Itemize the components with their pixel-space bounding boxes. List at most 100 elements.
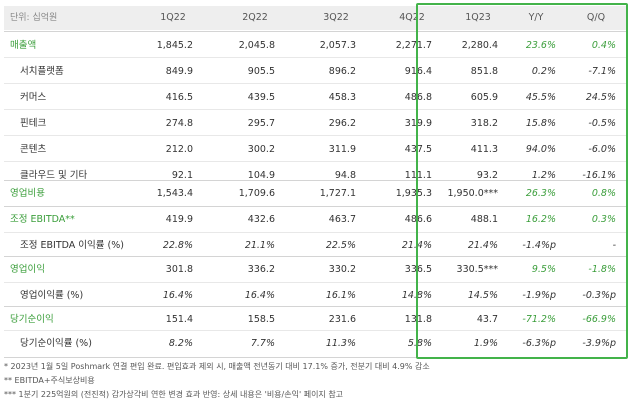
row-divider [4, 109, 626, 110]
cell-q-q: -66.9% [582, 314, 616, 325]
table-row-cloud-etc: 클라우드 및 기타 92.1 104.9 94.8 111.1 93.2 1.2% -16.1… [4, 163, 626, 189]
footnote-1: * 2023년 1월 5일 Poshmark 연결 편입 완료. 편입효과 제외… [4, 362, 430, 371]
cell-y-y: -6.3%p [522, 338, 556, 349]
cell-1q22: 16.4% [162, 290, 193, 301]
cell-1q23: 1,950.0*** [447, 188, 498, 199]
row-divider [4, 232, 626, 233]
cell-4q22: 486.8 [404, 92, 432, 103]
table-row-op-margin: 영업이익률 (%) 16.4% 16.4% 16.1% 14.8% 14.5% -1.9%p… [4, 283, 626, 309]
cell-q-q: 0.8% [591, 188, 616, 199]
row-divider [4, 256, 626, 257]
cell-3q22: 458.3 [328, 92, 356, 103]
row-divider [4, 330, 626, 331]
row-divider [4, 206, 626, 207]
cell-4q22: 437.5 [404, 144, 432, 155]
cell-q-q: -7.1% [588, 66, 616, 77]
row-label: 당기순이익 [10, 314, 54, 325]
cell-1q22: 849.9 [165, 66, 193, 77]
cell-1q23: 14.5% [467, 290, 498, 301]
cell-y-y: 16.2% [525, 214, 556, 225]
row-divider [4, 57, 626, 58]
cell-1q22: 151.4 [165, 314, 193, 325]
cell-1q22: 1,543.4 [156, 188, 193, 199]
cell-q-q: -6.0% [588, 144, 616, 155]
cell-4q22: 14.8% [401, 290, 432, 301]
cell-4q22: 319.9 [404, 118, 432, 129]
row-label: 콘텐츠 [20, 144, 47, 155]
cell-3q22: 1,727.1 [319, 188, 356, 199]
column-header: Y/Y [528, 12, 544, 23]
cell-4q22: 111.1 [404, 170, 432, 181]
cell-3q22: 296.2 [328, 118, 356, 129]
cell-1q22: 419.9 [165, 214, 193, 225]
table-row-revenue: 매출액 1,845.2 2,045.8 2,057.3 2,271.7 2,280.4 23… [4, 33, 626, 59]
row-divider [4, 306, 626, 307]
column-header: 1Q22 [160, 12, 186, 23]
cell-2q22: 295.7 [247, 118, 275, 129]
row-divider [4, 180, 626, 181]
cell-y-y: 94.0% [525, 144, 556, 155]
cell-4q22: 1,935.3 [395, 188, 432, 199]
cell-1q23: 21.4% [467, 240, 498, 251]
cell-4q22: 131.8 [404, 314, 432, 325]
cell-1q23: 411.3 [470, 144, 498, 155]
row-divider [4, 161, 626, 162]
table-row-op-income: 영업이익 301.8 336.2 330.2 336.5 330.5*** 9.5% -1.8… [4, 257, 626, 283]
cell-4q22: 916.4 [404, 66, 432, 77]
cell-2q22: 905.5 [247, 66, 275, 77]
cell-q-q: - [612, 240, 616, 251]
cell-y-y: 23.6% [525, 40, 556, 51]
row-label: 클라우드 및 기타 [20, 170, 88, 181]
cell-q-q: -1.8% [588, 264, 616, 275]
table-row-opex: 영업비용 1,543.4 1,709.6 1,727.1 1,935.3 1,950.0*… [4, 181, 626, 207]
cell-q-q: -0.3%p [582, 290, 616, 301]
cell-1q23: 488.1 [470, 214, 498, 225]
cell-3q22: 2,057.3 [319, 40, 356, 51]
cell-1q22: 1,845.2 [156, 40, 193, 51]
cell-2q22: 300.2 [247, 144, 275, 155]
cell-1q23: 605.9 [470, 92, 498, 103]
cell-3q22: 94.8 [334, 170, 356, 181]
cell-1q22: 301.8 [165, 264, 193, 275]
cell-2q22: 104.9 [247, 170, 275, 181]
cell-2q22: 158.5 [247, 314, 275, 325]
unit-label: 단위: 십억원 [10, 13, 58, 23]
cell-1q23: 318.2 [470, 118, 498, 129]
row-divider [4, 135, 626, 136]
row-divider [4, 357, 626, 358]
cell-2q22: 7.7% [250, 338, 275, 349]
table-row-commerce: 커머스 416.5 439.5 458.3 486.8 605.9 45.5% 24.5% [4, 85, 626, 111]
row-label: 조정 EBITDA 이익률 (%) [20, 240, 124, 251]
cell-1q23: 2,280.4 [461, 40, 498, 51]
cell-q-q: -3.9%p [582, 338, 616, 349]
cell-y-y: -1.4%p [522, 240, 556, 251]
cell-4q22: 486.6 [404, 214, 432, 225]
column-header: 3Q22 [323, 12, 349, 23]
table-header: 단위: 십억원 1Q22 2Q22 3Q22 4Q22 1Q23 Y/Y Q/Q [4, 6, 626, 30]
cell-y-y: -1.9%p [522, 290, 556, 301]
table-row-content: 콘텐츠 212.0 300.2 311.9 437.5 411.3 94.0% -6.0% [4, 137, 626, 163]
row-label: 매출액 [10, 40, 37, 51]
row-divider [4, 282, 626, 283]
cell-q-q: 0.3% [591, 214, 616, 225]
table-row-adj-ebitda: 조정 EBITDA** 419.9 432.6 463.7 486.6 488.1 16.2… [4, 207, 626, 233]
cell-1q22: 212.0 [165, 144, 193, 155]
row-label: 영업비용 [10, 188, 45, 199]
cell-y-y: 1.2% [531, 170, 556, 181]
cell-2q22: 16.4% [244, 290, 275, 301]
row-divider [4, 31, 626, 32]
cell-4q22: 5.8% [407, 338, 432, 349]
table-row-net-income: 당기순이익 151.4 158.5 231.6 131.8 43.7 -71.2% -66.9… [4, 307, 626, 333]
cell-1q23: 1.9% [473, 338, 498, 349]
cell-q-q: -0.5% [588, 118, 616, 129]
cell-3q22: 11.3% [325, 338, 356, 349]
cell-1q22: 92.1 [171, 170, 193, 181]
row-label: 서치플랫폼 [20, 66, 64, 77]
cell-3q22: 330.2 [328, 264, 356, 275]
row-label: 당기순이익률 (%) [20, 338, 92, 349]
cell-4q22: 2,271.7 [395, 40, 432, 51]
table-row-net-margin: 당기순이익률 (%) 8.2% 7.7% 11.3% 5.8% 1.9% -6.3%p -3.… [4, 331, 626, 357]
cell-3q22: 22.5% [325, 240, 356, 251]
cell-3q22: 231.6 [328, 314, 356, 325]
cell-y-y: 9.5% [531, 264, 556, 275]
